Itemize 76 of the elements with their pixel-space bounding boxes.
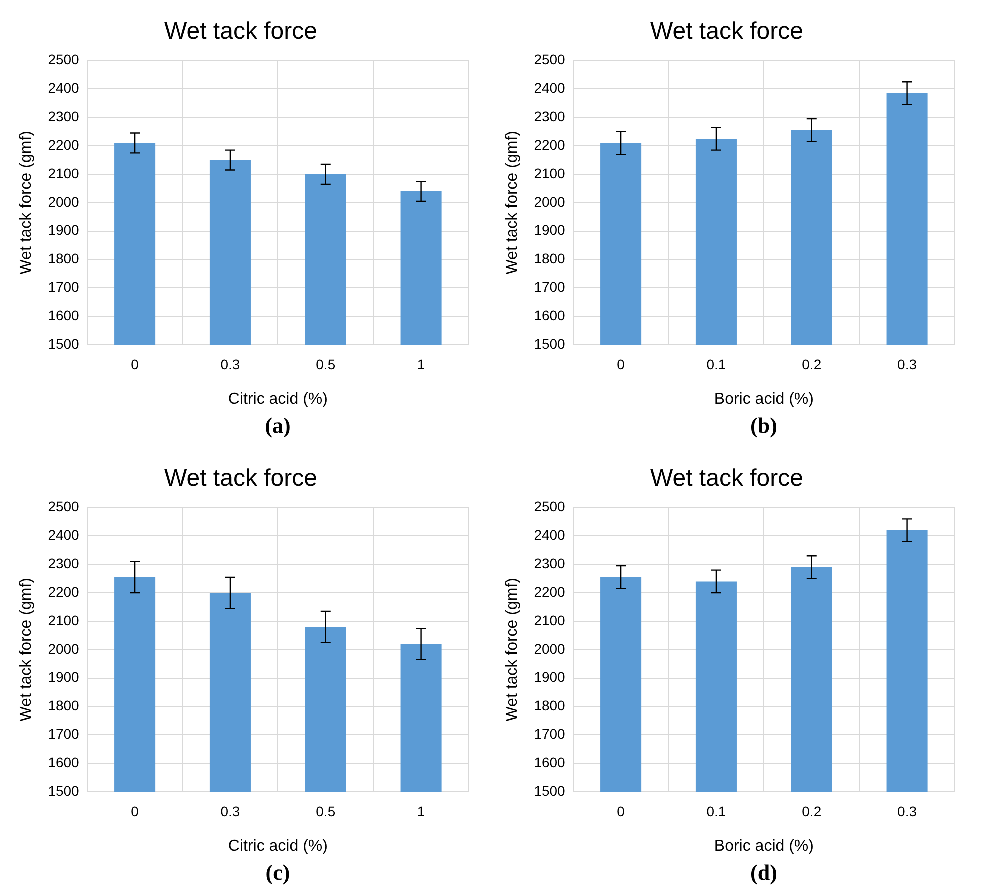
y-tick-label: 1900: [48, 222, 80, 238]
y-tick-label: 2000: [48, 640, 80, 657]
x-tick-label: 0: [617, 803, 626, 820]
y-tick-label: 2200: [534, 136, 566, 153]
x-tick-label: 0.1: [706, 803, 726, 820]
y-tick-label: 2200: [48, 136, 80, 153]
x-axis-title: Boric acid (%): [714, 838, 814, 855]
y-tick-label: 2500: [48, 52, 80, 68]
x-tick-label: 0.3: [898, 356, 918, 372]
text: (b): [750, 413, 778, 439]
chart-title: Wet tack force: [650, 18, 804, 46]
x-tick-label: 0.2: [802, 803, 822, 820]
y-tick-label: 1700: [534, 726, 566, 742]
y-tick-label: 2400: [48, 527, 80, 544]
y-tick-label: 1500: [534, 782, 566, 799]
y-axis-title: Wet tack force (gmf): [18, 131, 36, 275]
chart-title: Wet tack force: [164, 465, 318, 492]
y-tick-label: 2100: [48, 165, 80, 182]
y-tick-label: 1600: [534, 307, 566, 324]
x-tick-label: 0: [131, 356, 140, 372]
x-axis-title: Boric acid (%): [714, 390, 814, 408]
y-tick-label: 2100: [48, 612, 80, 628]
y-tick-label: 2500: [534, 52, 566, 68]
x-tick-label: 0.5: [316, 356, 336, 372]
y-tick-label: 2000: [534, 194, 566, 210]
y-tick-label: 1600: [534, 754, 566, 770]
x-tick-label: 0.5: [316, 803, 336, 820]
y-tick-label: 1800: [534, 698, 566, 714]
y-tick-label: 1500: [48, 336, 80, 352]
x-tick-label: 0.1: [706, 356, 726, 372]
x-tick-label: 1: [417, 803, 426, 820]
chart-title: Wet tack force: [650, 465, 804, 492]
y-tick-label: 2100: [534, 165, 566, 182]
y-tick-label: 2300: [48, 108, 80, 124]
y-axis-title: Wet tack force (gmf): [504, 131, 522, 275]
y-tick-label: 2500: [48, 498, 80, 515]
y-tick-label: 2200: [534, 584, 566, 600]
y-tick-label: 2300: [534, 108, 566, 124]
y-tick-label: 1700: [48, 726, 80, 742]
y-tick-label: 1500: [48, 782, 80, 799]
y-tick-label: 2200: [48, 584, 80, 600]
y-tick-label: 1900: [48, 669, 80, 686]
x-axis-title: Citric acid (%): [228, 838, 328, 855]
y-tick-label: 2500: [534, 498, 566, 515]
x-tick-label: 0.3: [220, 356, 240, 372]
text: (a): [265, 413, 291, 439]
y-tick-label: 2000: [534, 640, 566, 657]
y-tick-label: 2300: [534, 556, 566, 572]
y-tick-label: 1700: [48, 279, 80, 296]
text: (d): [750, 860, 778, 886]
y-axis-title: Wet tack force (gmf): [504, 578, 522, 722]
y-tick-label: 2300: [48, 556, 80, 572]
x-tick-label: 0: [131, 803, 140, 820]
y-axis-title: Wet tack force (gmf): [18, 578, 36, 722]
x-tick-label: 0.2: [802, 356, 822, 372]
x-tick-label: 0.3: [220, 803, 240, 820]
x-tick-label: 1: [417, 356, 426, 372]
x-tick-label: 0: [617, 356, 626, 372]
y-tick-label: 2400: [534, 80, 566, 96]
y-tick-label: 2400: [534, 527, 566, 544]
y-tick-label: 1600: [48, 307, 80, 324]
y-tick-label: 1800: [48, 698, 80, 714]
y-tick-label: 1700: [534, 279, 566, 296]
chart-title: Wet tack force: [164, 18, 318, 46]
text: (c): [266, 860, 290, 886]
y-tick-label: 2000: [48, 194, 80, 210]
y-tick-label: 1900: [534, 669, 566, 686]
y-tick-label: 2400: [48, 80, 80, 96]
x-axis-title: Citric acid (%): [228, 390, 328, 408]
y-tick-label: 1800: [48, 250, 80, 267]
y-tick-label: 1900: [534, 222, 566, 238]
y-tick-label: 1800: [534, 250, 566, 267]
y-tick-label: 1600: [48, 754, 80, 770]
y-tick-label: 2100: [534, 612, 566, 628]
y-tick-label: 1500: [534, 336, 566, 352]
x-tick-label: 0.3: [898, 803, 918, 820]
